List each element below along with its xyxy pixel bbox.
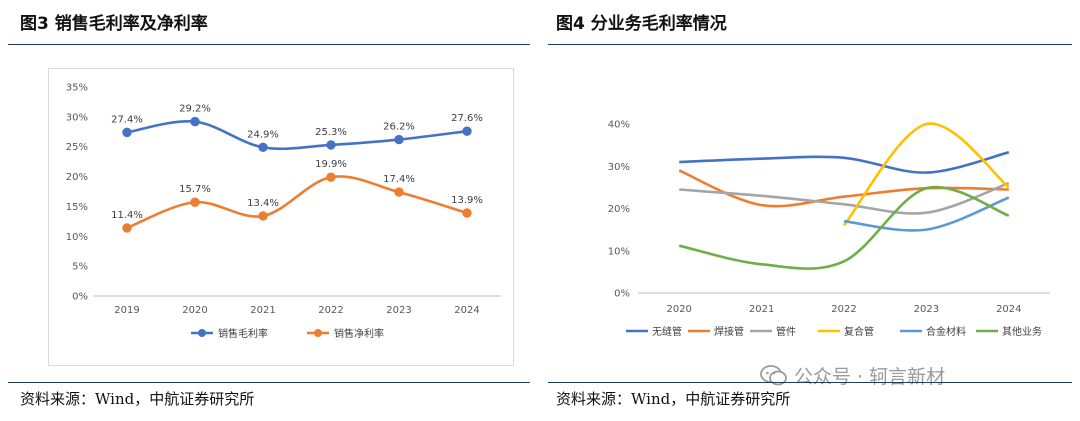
x-tick-label: 2020 (666, 304, 691, 315)
segment-margin-line-chart: 0% 10% 20% 30% 40% 2020 2021 2022 2023 2024 无缝管 焊接管… (608, 120, 1050, 338)
legend-label: 销售毛利率 (218, 327, 268, 340)
legend-label: 销售净利率 (334, 327, 384, 340)
y-tick-label: 0% (614, 289, 630, 300)
x-tick-label: 2023 (386, 305, 411, 316)
series-line-6 (678, 185, 1010, 270)
data-point (122, 223, 132, 233)
title-divider (8, 44, 530, 45)
y-tick-label: 35% (66, 83, 88, 94)
y-tick-label: 5% (72, 262, 88, 273)
y-tick-label: 10% (66, 232, 88, 243)
data-point (190, 116, 200, 127)
data-label: 27.4% (111, 114, 143, 125)
series-line-1 (126, 119, 468, 151)
data-point (462, 126, 472, 136)
data-point (190, 197, 200, 207)
source-divider (8, 382, 530, 383)
series-line-1 (679, 151, 1010, 174)
data-point (394, 134, 404, 145)
margin-line-chart: 0% 5% 10% 15% 20% 25% 30% 35% 2019 2020 2021 2022 20… (66, 83, 501, 340)
legend-marker (198, 329, 206, 337)
data-label: 25.3% (315, 127, 347, 138)
source-note: 资料来源：Wind，中航证券研究所 (556, 390, 791, 408)
legend-marker (314, 329, 322, 337)
chart-frame: 0% 5% 10% 15% 20% 25% 30% 35% 2019 2020 2021 2022 20… (48, 68, 514, 366)
data-label: 15.7% (179, 184, 211, 195)
series-line-3 (679, 181, 1010, 215)
y-tick-label: 20% (66, 172, 88, 183)
y-tick-label: 40% (608, 120, 630, 131)
y-tick-label: 30% (66, 112, 88, 123)
source-note: 资料来源：Wind，中航证券研究所 (20, 390, 255, 408)
data-point (326, 172, 336, 182)
x-tick-label: 2021 (749, 304, 774, 315)
series-line-2 (126, 175, 468, 230)
legend-label: 管件 (776, 325, 796, 338)
x-tick-label: 2024 (454, 305, 479, 316)
legend-label: 无缝管 (652, 325, 682, 338)
watermark-text: 公众号 · 轲言新材 (794, 366, 946, 388)
y-tick-label: 30% (608, 162, 630, 173)
x-tick-label: 2019 (114, 305, 139, 316)
wechat-icon (760, 364, 788, 387)
data-label: 27.6% (451, 113, 483, 124)
data-point (258, 142, 268, 153)
data-point (394, 187, 404, 197)
x-tick-label: 2024 (996, 304, 1021, 315)
x-tick-label: 2020 (182, 305, 207, 316)
watermark: 公众号 · 轲言新材 (760, 362, 945, 389)
data-point (462, 208, 472, 218)
data-label: 19.9% (315, 159, 347, 170)
legend-label: 焊接管 (714, 325, 744, 338)
x-tick-label: 2022 (318, 305, 343, 316)
figure-title: 图4 分业务毛利率情况 (556, 14, 727, 34)
source-divider (548, 382, 1072, 383)
data-label: 24.9% (247, 129, 279, 140)
data-label: 13.9% (451, 195, 483, 206)
data-point (326, 140, 336, 150)
data-point (258, 211, 268, 221)
data-label: 11.4% (111, 210, 143, 221)
legend-label: 合金材料 (926, 325, 966, 338)
figure-3-panel: 图3 销售毛利率及净利率 0% 5% 10% 15% 20% 25% 30% 35% 2019 2… (0, 0, 538, 421)
series-line-2 (678, 169, 1009, 208)
y-tick-label: 10% (608, 246, 630, 257)
x-tick-label: 2023 (914, 304, 939, 315)
x-tick-label: 2022 (831, 304, 856, 315)
data-point (122, 127, 132, 138)
legend-label: 其他业务 (1002, 325, 1042, 338)
legend-label: 复合管 (844, 325, 874, 338)
data-label: 26.2% (383, 122, 415, 133)
figure-4-panel: 图4 分业务毛利率情况 0% 10% 20% 30% 40% 2020 2021 2022 20… (548, 0, 1080, 421)
figure-title: 图3 销售毛利率及净利率 (20, 14, 208, 34)
x-tick-label: 2021 (250, 305, 275, 316)
data-label: 13.4% (247, 198, 279, 209)
data-label: 17.4% (383, 174, 415, 185)
y-tick-label: 20% (608, 204, 630, 215)
data-label: 29.2% (179, 104, 211, 115)
y-tick-label: 25% (66, 142, 88, 153)
title-divider (548, 44, 1072, 45)
y-tick-label: 0% (72, 292, 88, 303)
series-line-4 (842, 122, 1010, 227)
y-tick-label: 15% (66, 202, 88, 213)
